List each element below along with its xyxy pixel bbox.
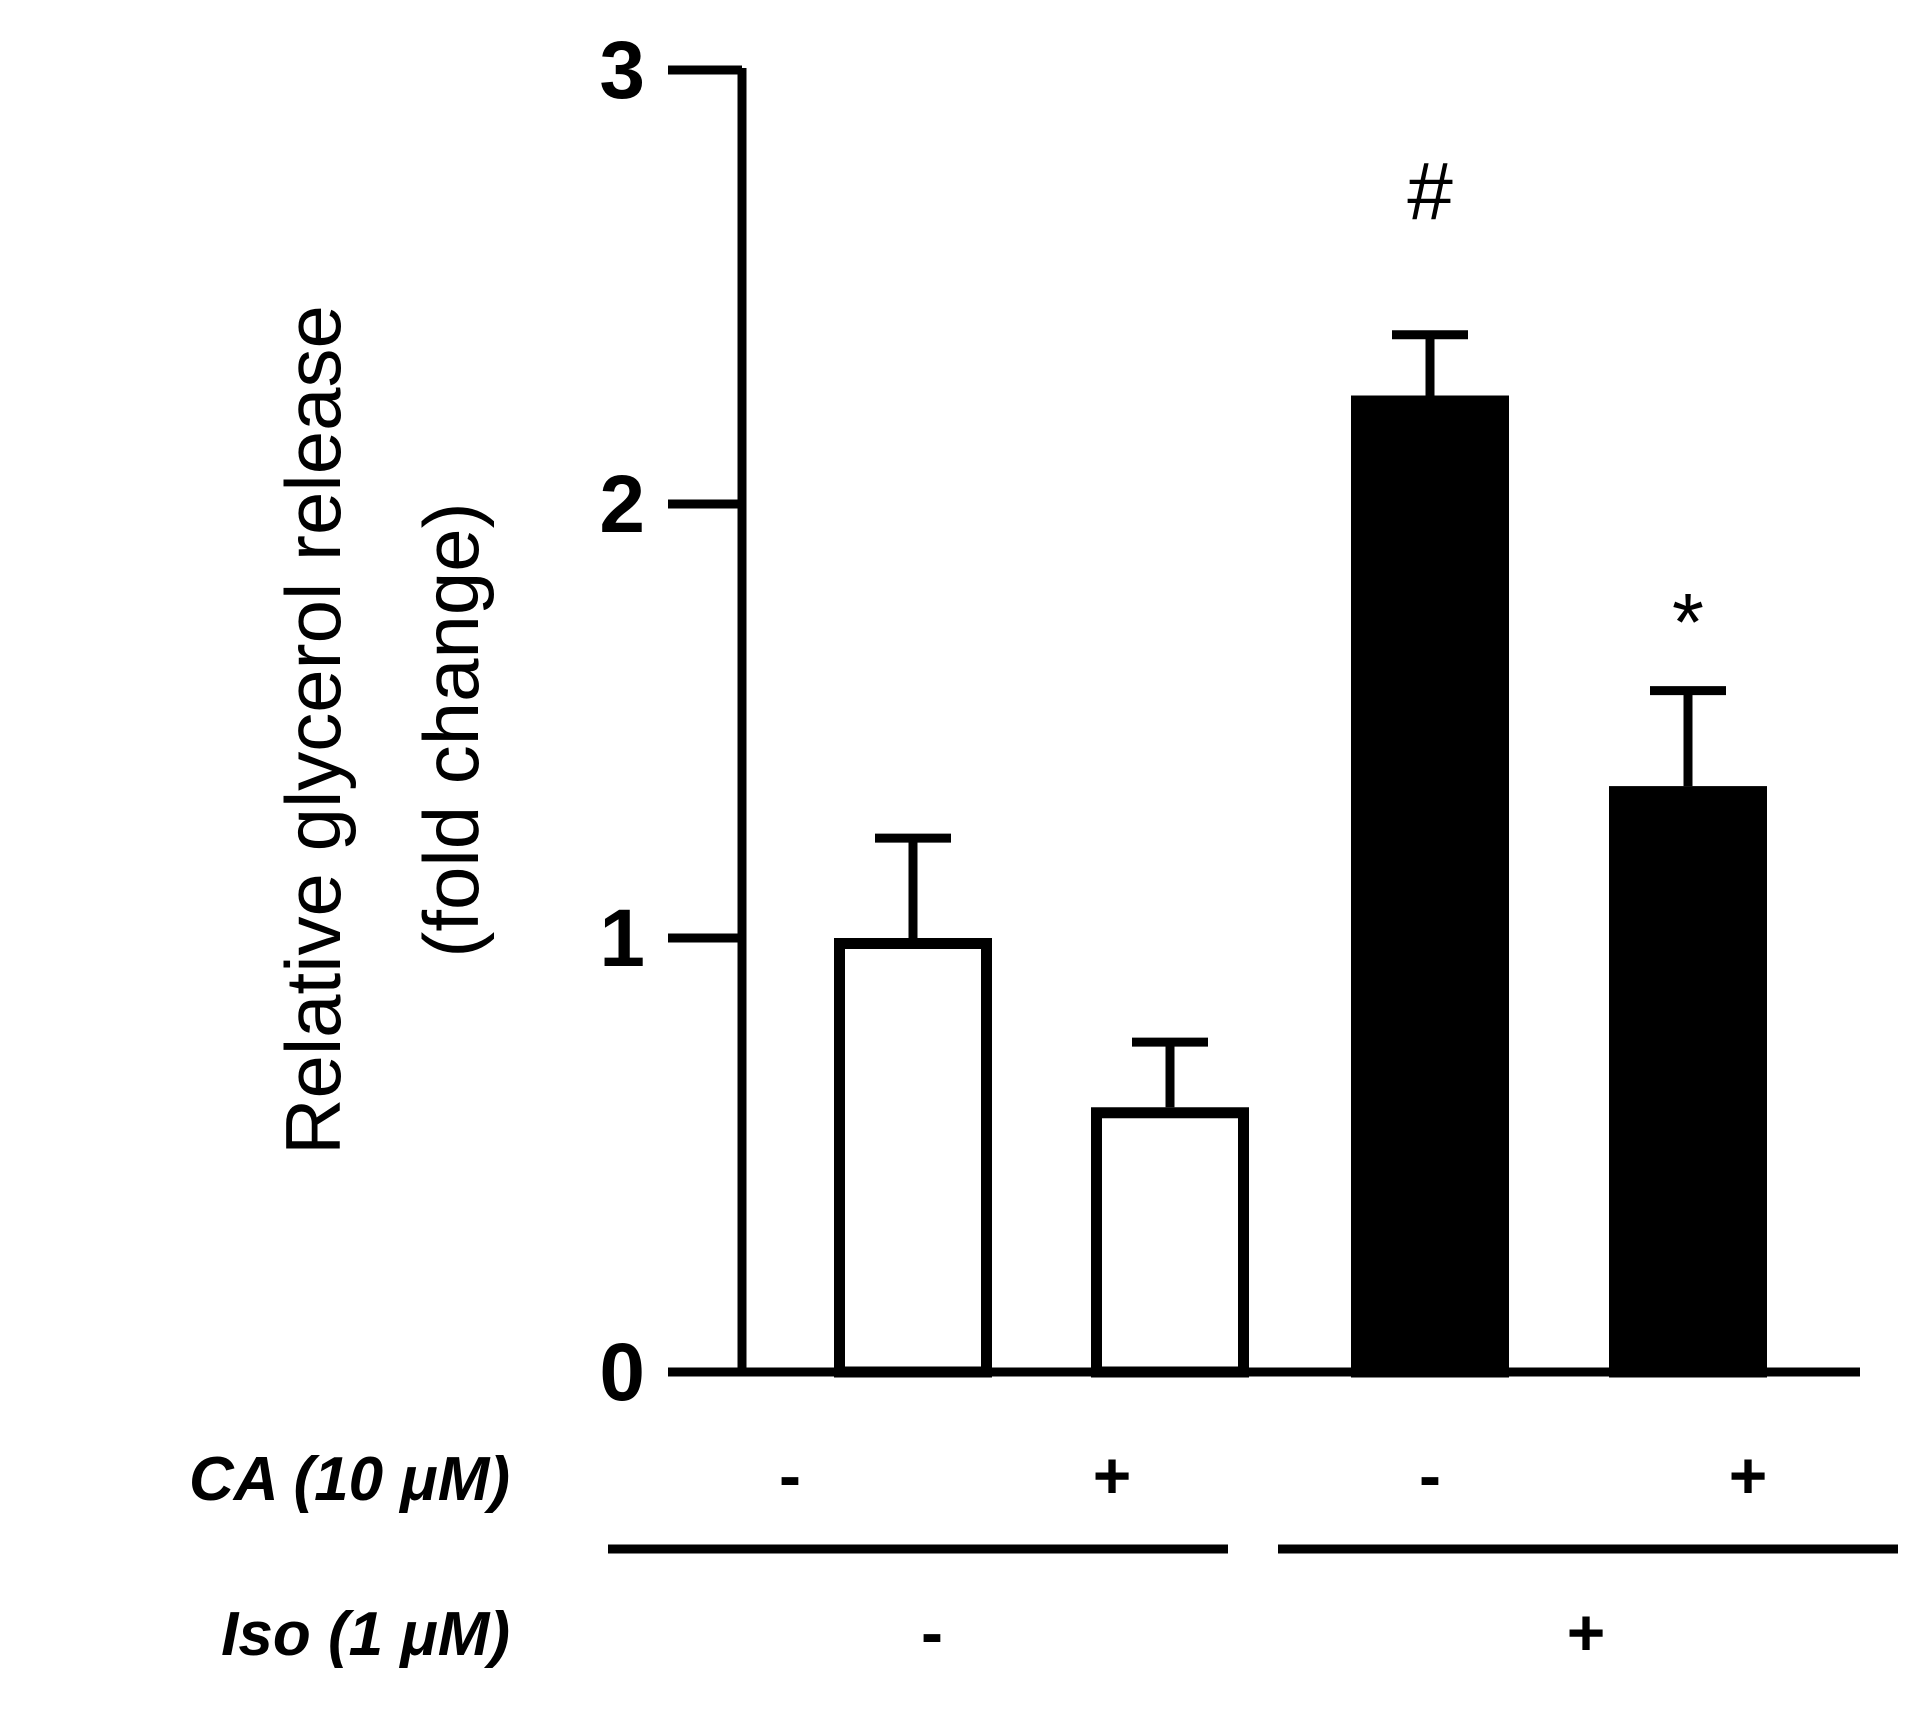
bar-2 (1091, 1107, 1249, 1378)
y-axis-label-line-2: (fold change) (407, 502, 495, 957)
significance-marker-3: # (1407, 147, 1453, 238)
y-tick-label-3: 3 (599, 25, 645, 116)
treatment-label-ca: CA (10 μM) (189, 1445, 510, 1514)
ca-sign-4: + (1729, 1438, 1768, 1512)
y-tick-label-1: 1 (599, 893, 645, 984)
ca-sign-2: + (1093, 1438, 1132, 1512)
bar-3 (1351, 395, 1509, 1378)
iso-sign-2: + (1567, 1595, 1606, 1669)
treatment-label-iso: Iso (1 μM) (221, 1600, 510, 1669)
bar-1 (834, 938, 992, 1378)
bar-4 (1609, 786, 1767, 1378)
y-axis-label-line-1: Relative glycerol release (269, 305, 357, 1155)
treatment-table: CA (10 μM) Iso (1 μM) - + - + - + (189, 1438, 1898, 1669)
bars: #* (834, 147, 1767, 1378)
ca-sign-3: - (1419, 1438, 1441, 1512)
y-axis-label: Relative glycerol release (fold change) (269, 305, 495, 1155)
y-tick-label-2: 2 (599, 459, 645, 550)
ca-sign-1: - (779, 1438, 801, 1512)
y-tick-label-0: 0 (599, 1327, 645, 1418)
iso-sign-1: - (921, 1595, 943, 1669)
significance-marker-4: * (1672, 578, 1704, 669)
